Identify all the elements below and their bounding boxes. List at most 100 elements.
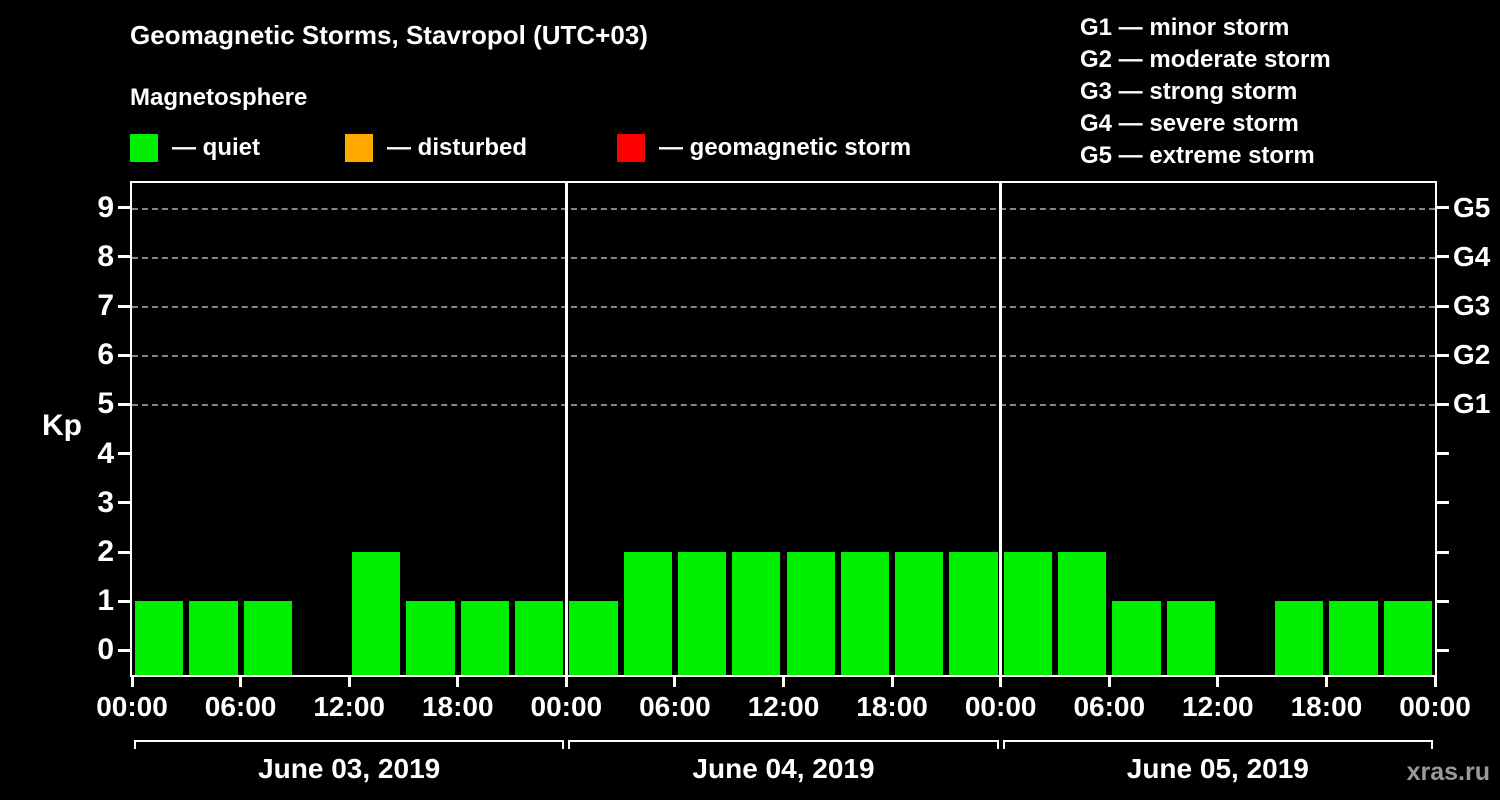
y-tick: [118, 599, 130, 603]
y-tick-label: 6: [97, 338, 114, 372]
y-tick-label: 2: [97, 535, 114, 568]
gridline-kp-5: [132, 404, 1435, 407]
kp-bar: [1166, 601, 1215, 675]
y-tick-right: [1437, 599, 1449, 603]
x-tick: [239, 677, 243, 687]
y-tick: [118, 304, 130, 308]
x-tick: [1216, 677, 1220, 687]
y-tick-label: 0: [97, 633, 114, 667]
x-tick: [1107, 677, 1111, 687]
date-bracket: [1002, 740, 1433, 749]
y-tick: [118, 206, 130, 210]
x-tick-label: 00:00: [530, 691, 603, 722]
legend-item-disturbed: — disturbed: [345, 133, 527, 163]
x-tick: [999, 677, 1003, 687]
kp-bar: [406, 601, 455, 675]
x-tick-label: 12:00: [747, 691, 820, 722]
x-tick: [564, 677, 568, 687]
x-tick-label: 00:00: [964, 691, 1037, 722]
y-tick-label: 5: [97, 387, 114, 421]
gridline-kp-7: [132, 306, 1435, 308]
x-tick: [347, 677, 351, 687]
date-label: June 04, 2019: [692, 753, 875, 784]
x-tick-label: 06:00: [204, 691, 277, 722]
kp-bar: [243, 601, 292, 675]
legend-item-quiet: — quiet: [130, 133, 260, 163]
y-tick-label: 1: [97, 584, 114, 618]
kp-bar: [460, 601, 510, 675]
y-tick-label: 8: [97, 239, 114, 273]
watermark: xras.ru: [1406, 758, 1490, 786]
x-tick-label: 12:00: [1182, 691, 1254, 722]
y-tick-label: 7: [97, 289, 114, 322]
kp-bar: [352, 552, 401, 675]
kp-bar: [189, 601, 238, 675]
x-tick-label: 18:00: [856, 691, 928, 722]
right-axis-label-g4: G4: [1453, 240, 1491, 272]
y-tick-label: 4: [97, 436, 114, 470]
kp-bar: [515, 601, 564, 675]
y-tick-right: [1437, 206, 1449, 210]
kp-bar: [1329, 601, 1378, 675]
date-label: June 03, 2019: [258, 753, 441, 784]
quiet-label: — quiet: [172, 134, 260, 161]
storm-label: — geomagnetic storm: [659, 134, 912, 161]
disturbed-label: — disturbed: [387, 134, 528, 161]
kp-bar: [569, 601, 618, 675]
x-tick: [1324, 677, 1328, 687]
kp-bar: [949, 552, 998, 675]
x-tick-label: 18:00: [421, 691, 494, 722]
y-tick: [118, 648, 130, 652]
kp-bar: [1275, 601, 1324, 675]
x-tick-label: 00:00: [1399, 691, 1471, 722]
quiet-swatch-icon: [130, 134, 158, 162]
y-tick: [118, 402, 130, 406]
x-tick: [456, 677, 460, 687]
storm-swatch-icon: [617, 134, 645, 162]
date-label: June 05, 2019: [1126, 753, 1309, 784]
x-tick-label: 12:00: [313, 691, 385, 722]
x-tick-label: 00:00: [96, 691, 168, 722]
gridline-kp-6: [132, 355, 1435, 358]
x-tick-label: 18:00: [1290, 691, 1363, 722]
y-tick: [118, 501, 130, 505]
y-tick: [118, 255, 130, 259]
y-tick-right: [1437, 402, 1449, 406]
g3-scale-label: G3 — strong storm: [1080, 78, 1298, 105]
kp-bar: [1383, 601, 1432, 675]
y-tick-right: [1437, 648, 1449, 652]
kp-bar: [1112, 601, 1161, 675]
x-tick: [782, 677, 785, 687]
y-axis-title: Kp: [42, 409, 82, 442]
kp-bar: [786, 552, 835, 675]
y-tick-label: 9: [97, 190, 114, 224]
kp-bar: [677, 552, 727, 675]
kp-bar: [1003, 552, 1052, 675]
right-axis-label-g1: G1: [1453, 388, 1491, 420]
right-axis-label-g2: G2: [1453, 339, 1491, 371]
y-tick-right: [1437, 353, 1449, 357]
x-tick-label: 06:00: [639, 691, 711, 722]
g5-scale-label: G5 — extreme storm: [1080, 142, 1315, 169]
y-tick: [118, 353, 130, 357]
y-tick: [118, 452, 130, 456]
right-axis-label-g5: G5: [1453, 191, 1491, 223]
magnetosphere-label: Magnetosphere: [130, 84, 308, 111]
x-tick: [673, 677, 677, 687]
day-separator: [564, 183, 568, 675]
g4-scale-label: G4 — severe storm: [1080, 110, 1299, 137]
g2-scale-label: G2 — moderate storm: [1080, 46, 1331, 73]
x-tick-label: 06:00: [1073, 691, 1146, 722]
kp-bar: [1057, 552, 1107, 675]
gridline-kp-8: [132, 256, 1435, 259]
x-tick: [1433, 677, 1437, 687]
legend-item-storm: — geomagnetic storm: [617, 133, 911, 163]
y-tick-label: 3: [97, 485, 114, 519]
y-tick: [118, 550, 130, 554]
g1-scale-label: G1 — minor storm: [1080, 14, 1290, 41]
x-tick: [130, 677, 134, 687]
kp-bar: [895, 552, 944, 675]
y-tick-right: [1437, 452, 1449, 456]
y-tick-right: [1437, 550, 1449, 554]
